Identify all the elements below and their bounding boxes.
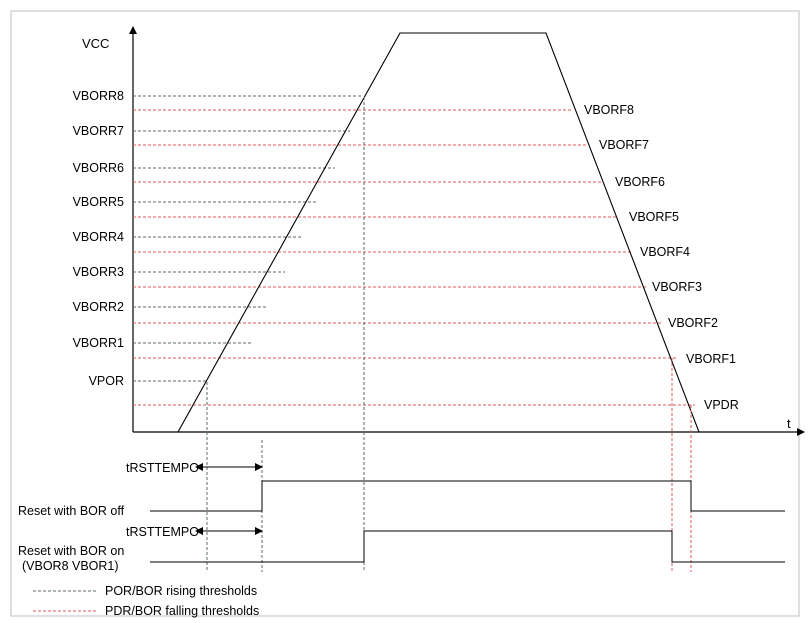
- reset-bor-on-sublabel: (VBOR8 VBOR1): [22, 559, 119, 573]
- label-vpdr: VPDR: [704, 398, 739, 412]
- y-axis-label: VCC: [82, 36, 109, 51]
- label-vborr8: VBORR8: [73, 89, 124, 103]
- label-vborr3: VBORR3: [73, 265, 124, 279]
- falling-threshold-lines: [133, 109, 695, 406]
- rising-threshold-lines: [133, 95, 363, 382]
- diagram-border: [10, 10, 800, 617]
- x-axis-label: t: [787, 416, 791, 431]
- reset-bor-off-waveform: [150, 480, 785, 512]
- trst-label-1: tRSTTEMPO: [126, 461, 199, 475]
- label-vborr7: VBORR7: [73, 124, 124, 138]
- vcc-curve: [177, 32, 700, 433]
- label-vpor: VPOR: [89, 374, 124, 388]
- label-vborf4: VBORF4: [640, 245, 690, 259]
- reset-bor-on-waveform: [150, 530, 785, 563]
- label-vborf7: VBORF7: [599, 138, 649, 152]
- legend-falling-label: PDR/BOR falling thresholds: [105, 604, 259, 618]
- label-vborf3: VBORF3: [652, 280, 702, 294]
- label-vborr5: VBORR5: [73, 195, 124, 209]
- label-vborf5: VBORF5: [629, 210, 679, 224]
- trst-label-2: tRSTTEMPO: [126, 525, 199, 539]
- label-vborf8: VBORF8: [584, 103, 634, 117]
- legend-rising-label: POR/BOR rising thresholds: [105, 584, 257, 598]
- label-vborf1: VBORF1: [686, 352, 736, 366]
- reset-bor-off-label: Reset with BOR off: [18, 504, 125, 518]
- label-vborr4: VBORR4: [73, 230, 124, 244]
- label-vborr6: VBORR6: [73, 161, 124, 175]
- label-vborf2: VBORF2: [668, 316, 718, 330]
- reset-bor-on-label: Reset with BOR on: [18, 544, 124, 558]
- label-vborr2: VBORR2: [73, 300, 124, 314]
- label-vborf6: VBORF6: [615, 175, 665, 189]
- label-vborr1: VBORR1: [73, 336, 124, 350]
